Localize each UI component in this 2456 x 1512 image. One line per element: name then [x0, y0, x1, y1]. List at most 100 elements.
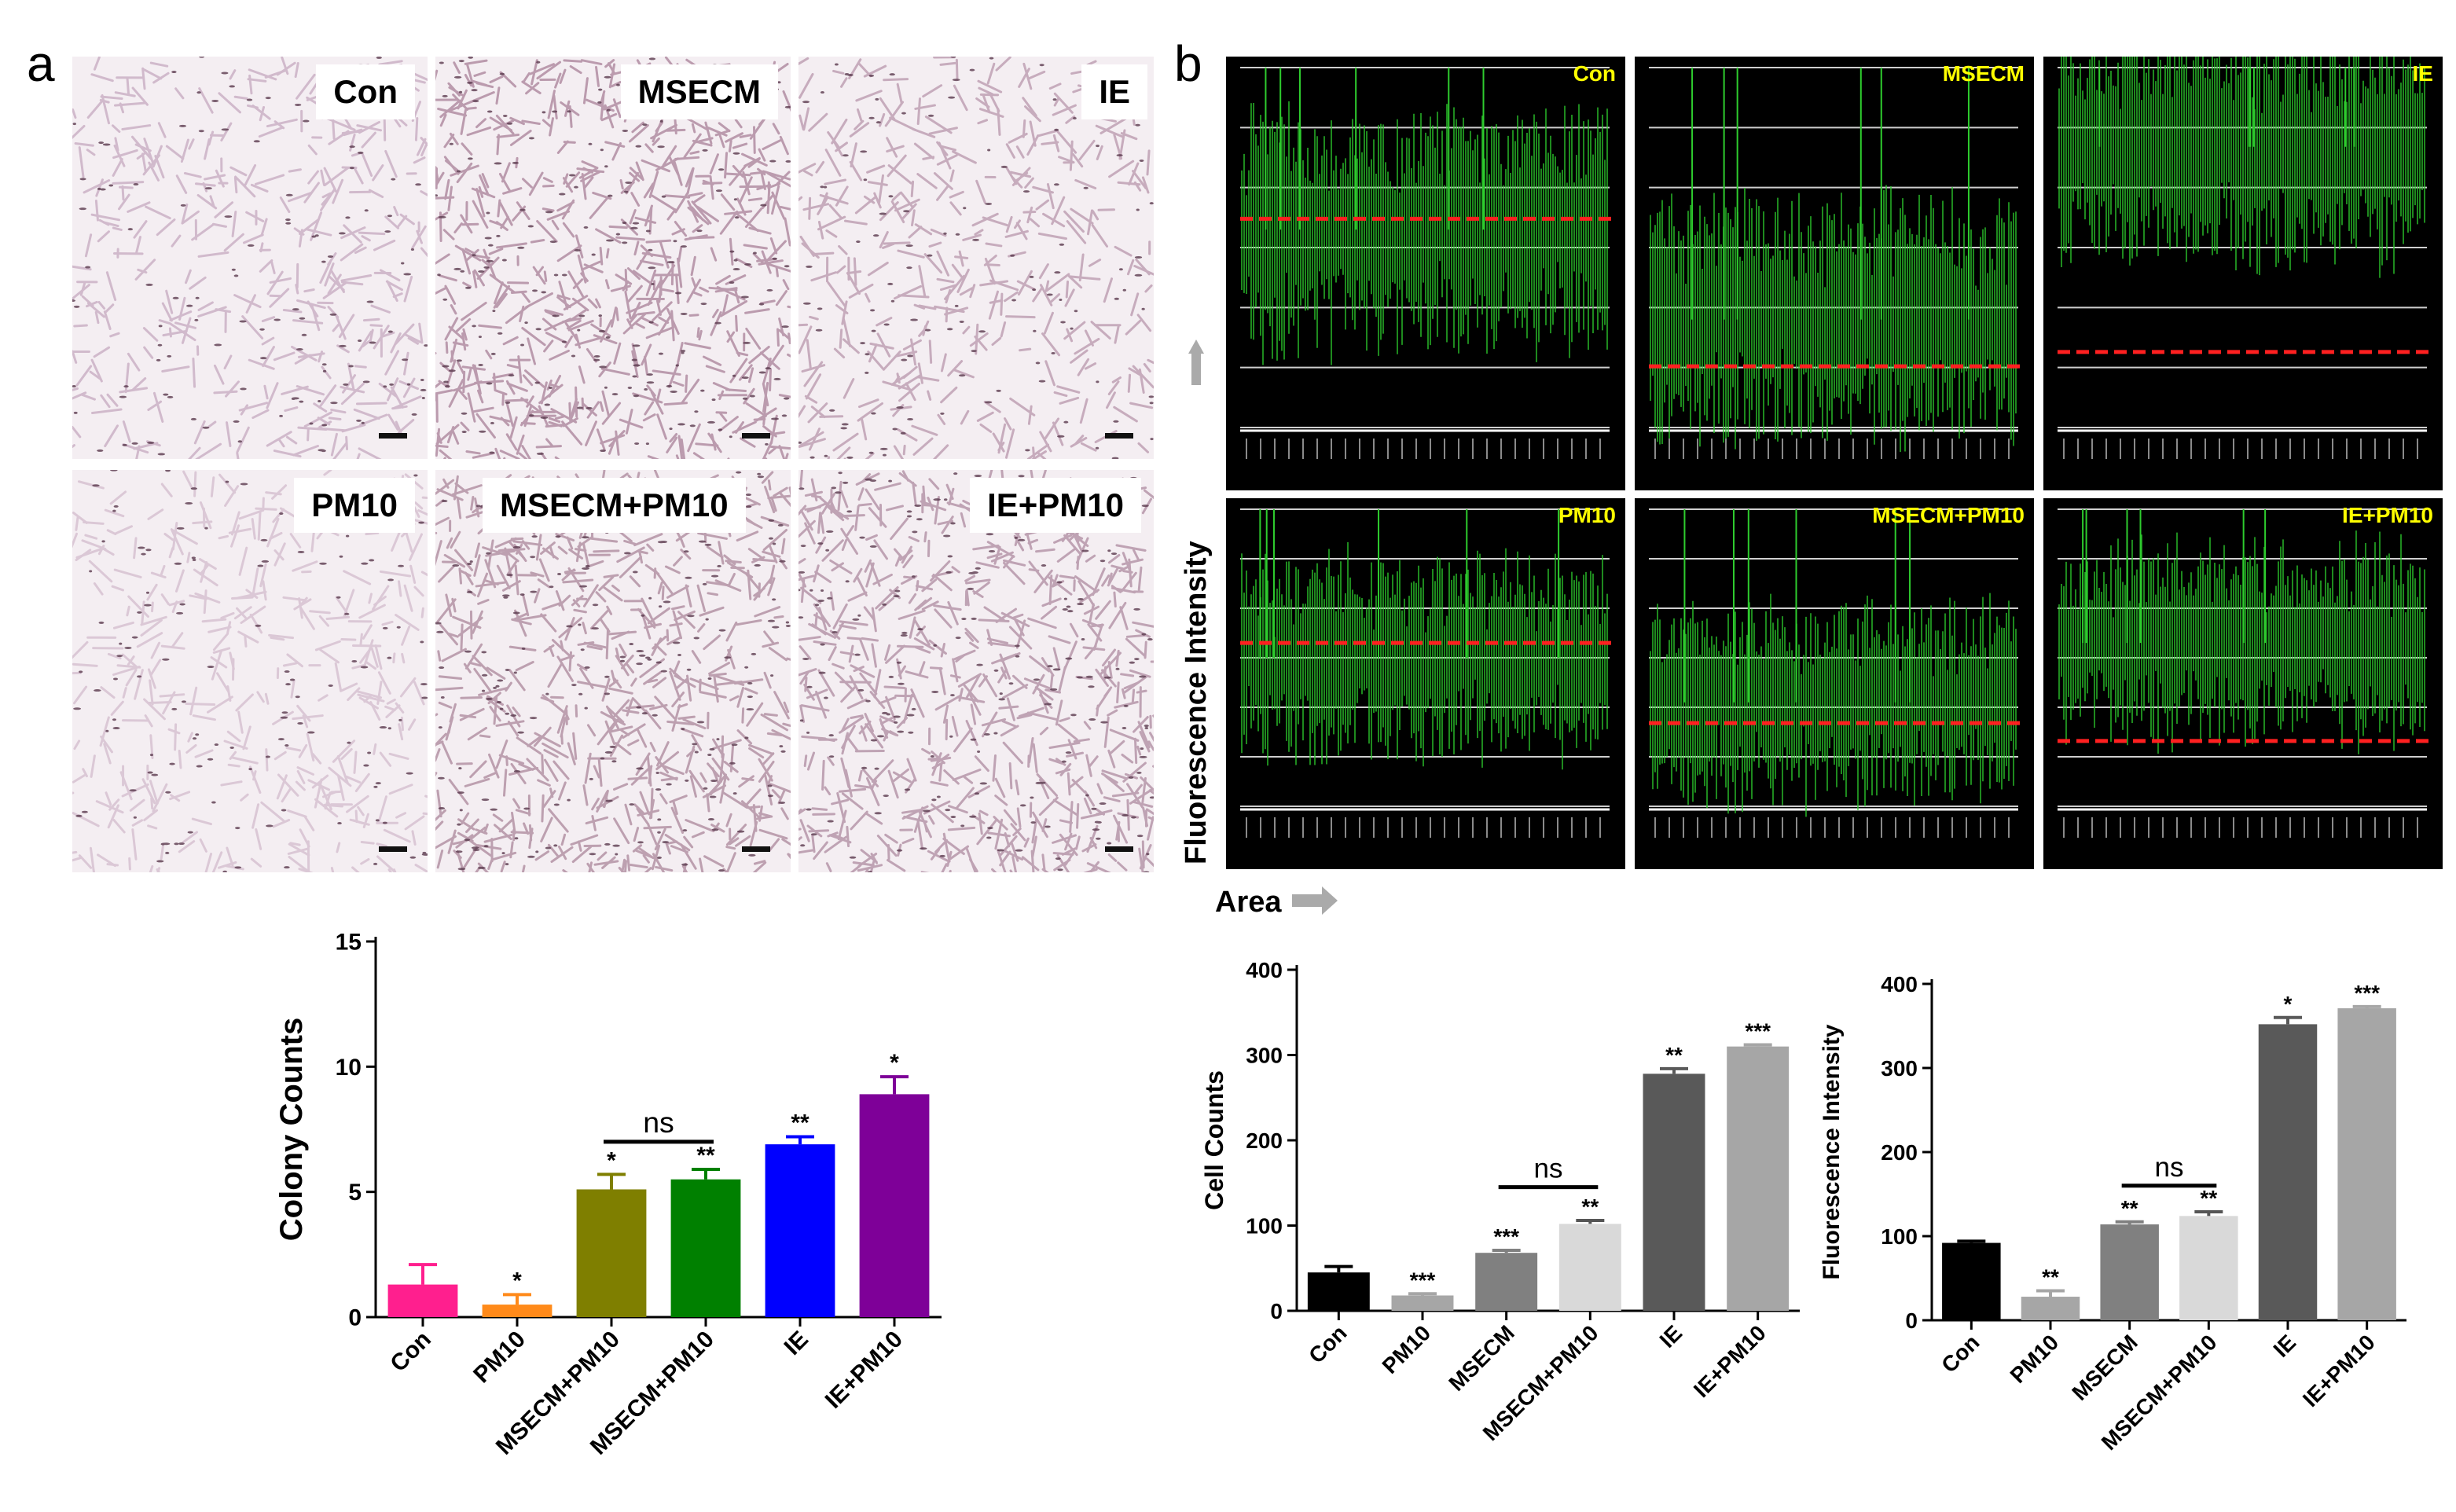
cell-mark — [1148, 789, 1154, 795]
cell-mark — [598, 575, 615, 592]
cell-mark — [446, 537, 453, 549]
nucleus-mark — [72, 123, 76, 126]
cell-mark — [1147, 816, 1154, 841]
cell-mark — [725, 813, 732, 828]
cell-mark — [541, 742, 569, 759]
nucleus-mark — [144, 604, 152, 607]
cell-mark — [1017, 270, 1033, 296]
cell-mark — [505, 398, 529, 402]
nucleus-mark — [663, 600, 671, 604]
nucleus-mark — [420, 640, 424, 644]
nucleus-mark — [133, 183, 139, 186]
nucleus-mark — [453, 267, 462, 270]
cell-mark — [709, 153, 719, 174]
cell-mark — [475, 413, 496, 439]
cell-mark — [365, 531, 380, 536]
cell-mark — [1048, 83, 1062, 90]
cell-mark — [697, 623, 706, 633]
nucleus-mark — [940, 412, 945, 415]
cell-mark — [780, 538, 786, 555]
cell-mark — [472, 655, 493, 677]
cell-mark — [1096, 783, 1103, 795]
cell-mark — [878, 596, 894, 611]
cell-mark — [883, 78, 909, 82]
cell-mark — [436, 850, 444, 869]
nucleus-mark — [530, 556, 536, 559]
cell-mark — [854, 784, 874, 790]
cell-mark — [1076, 803, 1080, 829]
cell-mark — [233, 176, 238, 194]
nucleus-mark — [814, 604, 820, 607]
cell-mark — [905, 670, 929, 679]
cell-mark — [1088, 603, 1095, 624]
cell-mark — [923, 253, 943, 274]
cell-mark — [1132, 365, 1154, 389]
nucleus-mark — [344, 612, 350, 615]
cell-mark — [481, 259, 490, 267]
nucleus-mark — [133, 816, 137, 819]
cell-mark — [686, 674, 692, 702]
nucleus-mark — [566, 625, 573, 628]
nucleus-mark — [831, 486, 837, 490]
nucleus-mark — [73, 411, 78, 414]
cell-mark — [928, 339, 933, 364]
cell-mark — [769, 368, 772, 392]
cell-mark — [1095, 600, 1111, 620]
cell-mark — [101, 547, 115, 556]
cell-mark — [674, 610, 696, 622]
cell-mark — [399, 677, 417, 698]
cell-mark — [725, 846, 736, 850]
nucleus-mark — [406, 772, 413, 775]
cell-mark — [1057, 723, 1078, 741]
nucleus-mark — [768, 537, 773, 540]
cell-mark — [1137, 442, 1150, 453]
cell-mark — [437, 108, 468, 117]
nucleus-mark — [383, 385, 387, 388]
nucleus-mark — [798, 487, 805, 490]
nucleus-mark — [648, 57, 656, 61]
cell-mark — [188, 138, 195, 150]
nucleus-mark — [455, 850, 463, 853]
cell-mark — [628, 314, 638, 325]
nucleus-mark — [481, 673, 488, 677]
nucleus-mark — [113, 505, 119, 508]
nucleus-mark — [950, 522, 956, 525]
cell-mark — [798, 849, 814, 854]
cell-mark — [637, 550, 648, 555]
cell-mark — [1141, 176, 1150, 194]
cell-mark — [266, 118, 298, 128]
cell-mark — [1056, 547, 1077, 563]
cell-mark — [248, 68, 277, 81]
cell-mark — [813, 640, 837, 646]
nucleus-mark — [458, 60, 464, 63]
cell-mark — [557, 846, 567, 861]
cell-mark — [725, 824, 747, 846]
nucleus-mark — [571, 354, 576, 358]
cell-mark — [358, 447, 382, 459]
cell-mark — [881, 717, 894, 725]
cell-mark — [530, 238, 545, 244]
cell-mark — [88, 560, 113, 583]
nucleus-mark — [753, 251, 757, 255]
nucleus-mark — [490, 808, 498, 811]
nucleus-mark — [1074, 310, 1078, 313]
cell-mark — [719, 299, 748, 317]
cell-mark — [204, 174, 226, 181]
cell-mark — [949, 169, 955, 182]
cell-mark — [582, 167, 593, 174]
nucleus-mark — [318, 399, 321, 402]
cell-mark — [559, 68, 567, 84]
cell-mark — [685, 167, 695, 188]
cell-mark — [77, 480, 105, 490]
cell-mark — [652, 853, 666, 872]
cell-mark — [386, 698, 396, 705]
cell-mark — [1059, 396, 1080, 405]
cell-mark — [376, 855, 396, 872]
nucleus-mark — [1146, 853, 1150, 856]
nucleus-mark — [846, 456, 854, 459]
cell-mark — [1123, 681, 1140, 690]
cell-mark — [813, 251, 835, 255]
cell-mark — [886, 137, 898, 158]
cell-mark — [1032, 811, 1048, 839]
cell-mark — [198, 87, 214, 114]
